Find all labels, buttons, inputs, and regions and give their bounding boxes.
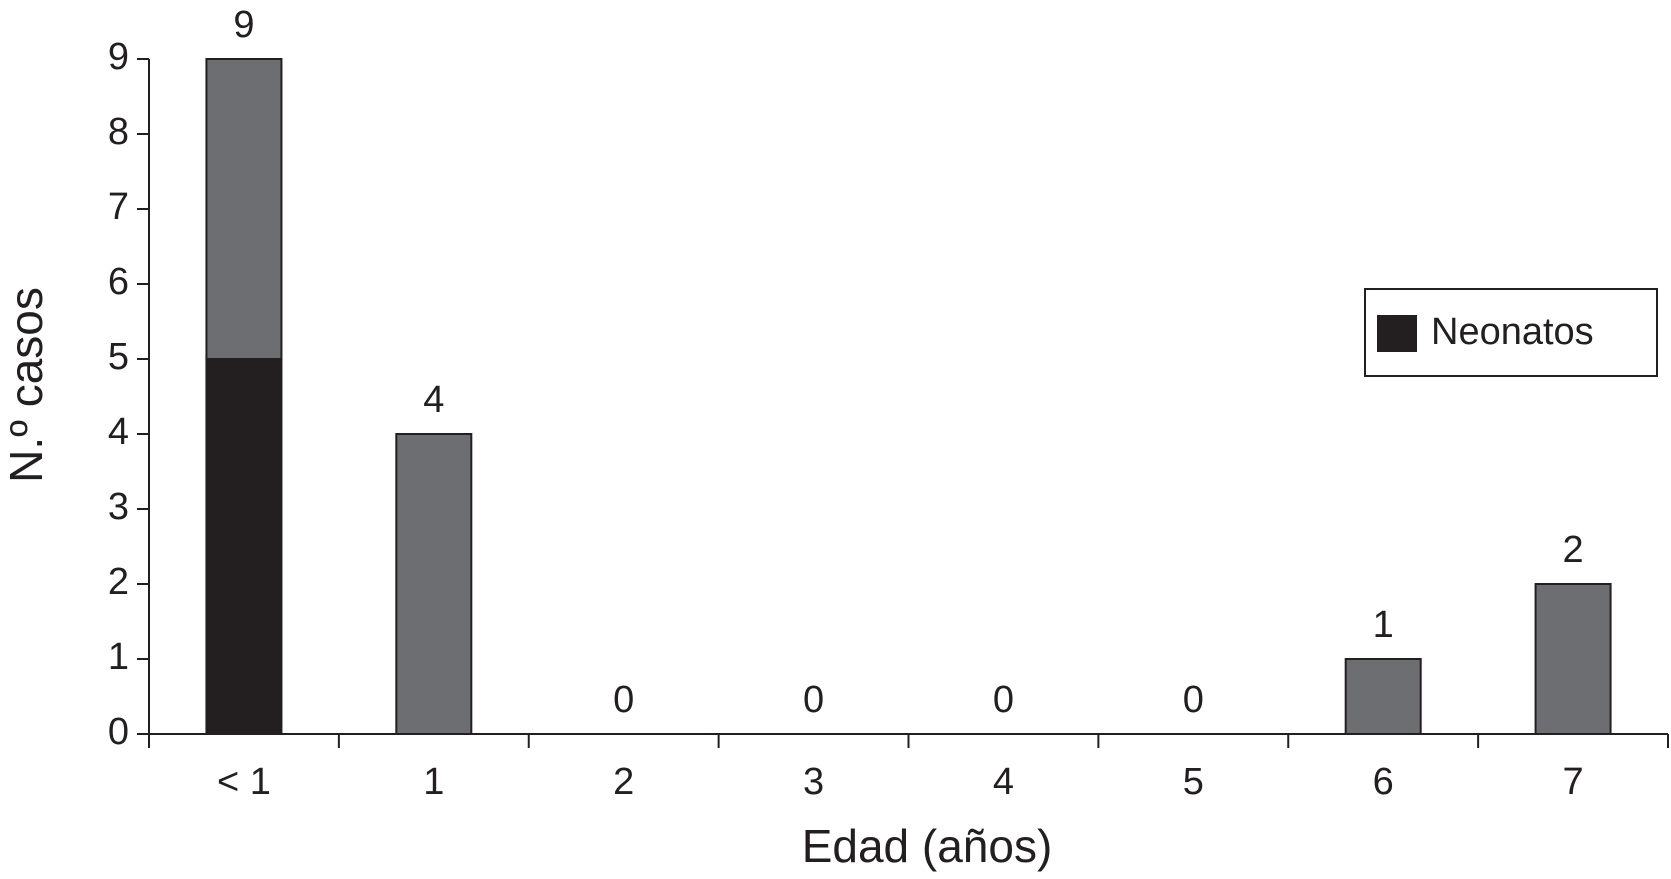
bar-segment: [205, 358, 283, 735]
total-label: 0: [803, 679, 824, 721]
y-tick-label: 1: [108, 636, 129, 678]
x-tick-label: 2: [613, 761, 634, 803]
x-tick-label: 1: [423, 761, 444, 803]
bar-segment: [1534, 583, 1612, 735]
y-tick-label: 8: [108, 111, 129, 153]
x-tick-label: 7: [1562, 761, 1583, 803]
y-tick-label: 9: [108, 36, 129, 78]
total-label: 1: [1373, 604, 1394, 646]
y-tick-label: 6: [108, 261, 129, 303]
total-label: 0: [993, 679, 1014, 721]
total-label: 4: [423, 379, 444, 421]
bar-segment: [205, 58, 283, 360]
x-axis-title: Edad (años): [802, 820, 1053, 872]
x-tick-label: 6: [1373, 761, 1394, 803]
legend-swatch: [1377, 315, 1417, 352]
x-tick-label: < 1: [217, 761, 271, 803]
legend-label: Neonatos: [1431, 311, 1594, 353]
y-tick-label: 3: [108, 486, 129, 528]
y-tick-label: 2: [108, 561, 129, 603]
y-tick-label: 4: [108, 411, 129, 453]
bar-segment: [1344, 658, 1422, 735]
y-tick-label: 5: [108, 336, 129, 378]
total-label: 2: [1562, 529, 1583, 571]
x-tick-label: 5: [1183, 761, 1204, 803]
y-axis-title: N.º casos: [0, 287, 52, 483]
x-tick-label: 4: [993, 761, 1014, 803]
y-tick-label: 0: [108, 711, 129, 753]
total-label: 0: [1183, 679, 1204, 721]
total-label: 9: [233, 4, 254, 46]
x-tick-label: 3: [803, 761, 824, 803]
bar-segment: [395, 433, 473, 735]
total-label: 0: [613, 679, 634, 721]
y-tick-label: 7: [108, 186, 129, 228]
